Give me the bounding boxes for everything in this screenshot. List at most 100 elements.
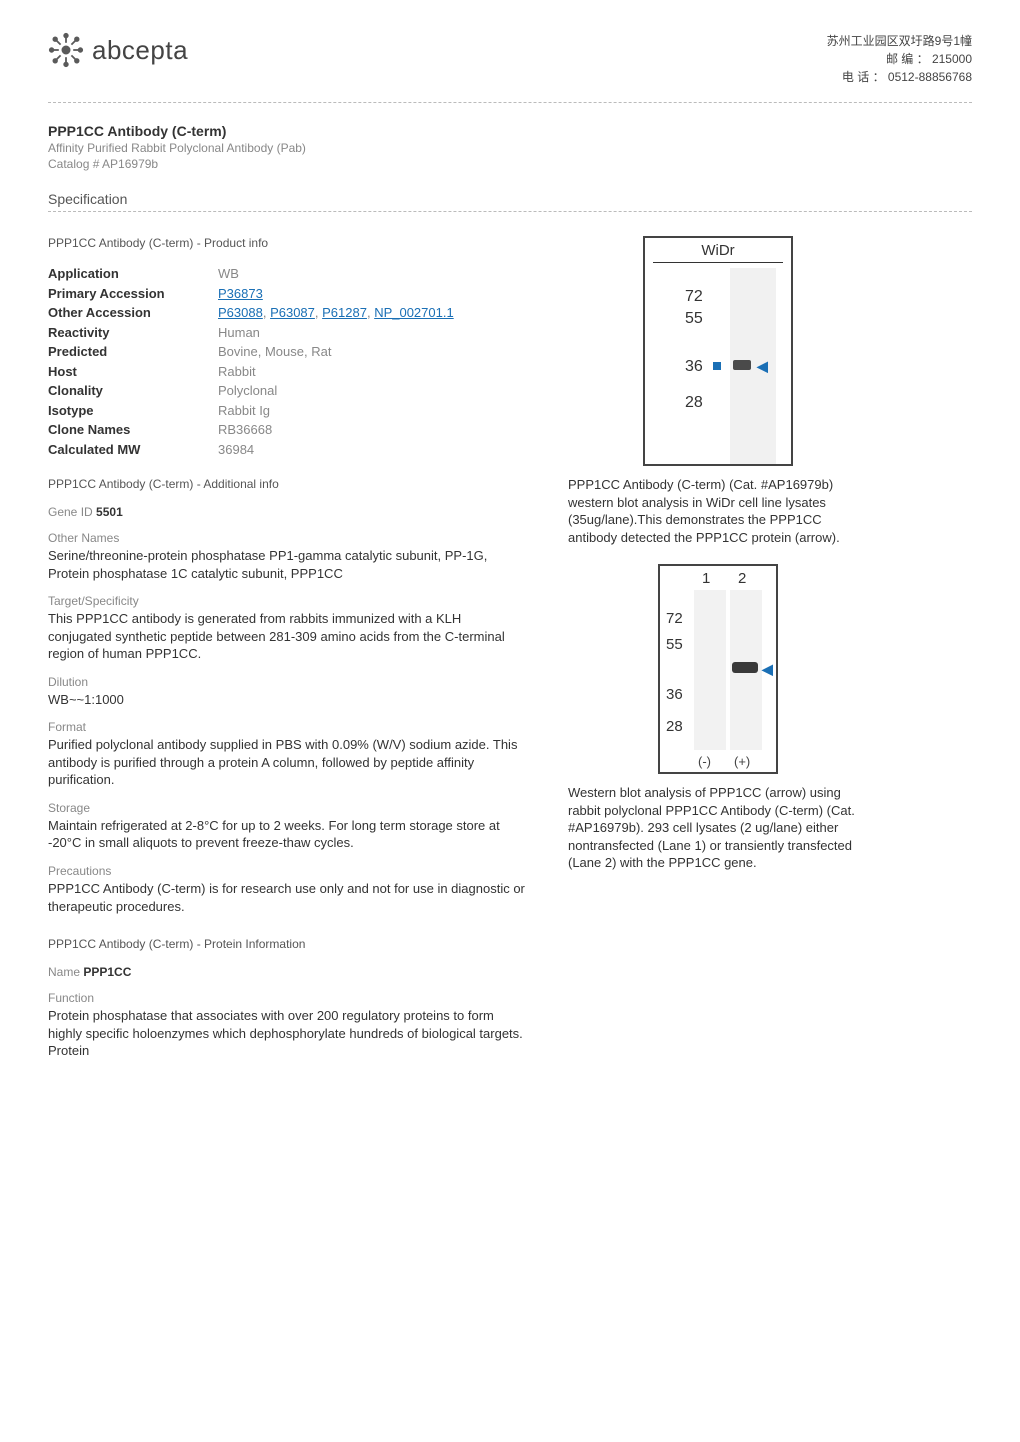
logo-text: abcepta (92, 35, 188, 66)
page-header: abcepta 苏州工业园区双圩路9号1幢 邮 编 ： 215000 电 话 ：… (48, 32, 972, 86)
column-label: 2 (738, 570, 746, 587)
company-line: 苏州工业园区双圩路9号1幢 (827, 32, 972, 50)
kv-key: Isotype (48, 401, 218, 421)
figure-1-box: WiDr 72 55 36 28 ◀ (643, 236, 793, 466)
storage-value: Maintain refrigerated at 2-8°C for up to… (48, 817, 528, 852)
format-value: Purified polyclonal antibody supplied in… (48, 736, 528, 789)
mw-label: 36 (666, 686, 683, 703)
company-line: 电 话 ： 0512-88856768 (827, 68, 972, 86)
block-title-additional: PPP1CC Antibody (C-term) - Additional in… (48, 477, 528, 491)
blot-band (732, 662, 758, 673)
format-label: Format (48, 720, 528, 734)
kv-value: P63088, P63087, P61287, NP_002701.1 (218, 303, 528, 323)
mw-label: 55 (685, 310, 703, 328)
logo-icon (48, 32, 84, 68)
kv-key: Clonality (48, 381, 218, 401)
product-subtitle: Affinity Purified Rabbit Polyclonal Anti… (48, 141, 972, 155)
figure-1-header-line (653, 262, 783, 263)
kv-row: HostRabbit (48, 362, 528, 382)
accession-link[interactable]: P36873 (218, 286, 263, 301)
figure-1-header: WiDr (645, 242, 791, 259)
mw-label: 72 (666, 610, 683, 627)
block-title-product-info: PPP1CC Antibody (C-term) - Product info (48, 236, 528, 250)
kv-key: Clone Names (48, 420, 218, 440)
kv-row: Calculated MW36984 (48, 440, 528, 460)
figure-2-box: 1 2 72 55 36 28 ◀ (-) (+) (658, 564, 778, 774)
right-column: WiDr 72 55 36 28 ◀ PPP1CC Antibody (C-term) … (568, 236, 868, 1060)
dilution-label: Dilution (48, 675, 528, 689)
arrow-icon: ◀ (757, 358, 768, 375)
mw-label: 55 (666, 636, 683, 653)
gene-id-value: 5501 (96, 505, 123, 519)
gene-id-label-text: Gene ID (48, 505, 93, 519)
kv-value: Bovine, Mouse, Rat (218, 342, 528, 362)
kv-row: PredictedBovine, Mouse, Rat (48, 342, 528, 362)
function-label: Function (48, 991, 528, 1005)
target-value: This PPP1CC antibody is generated from r… (48, 610, 528, 663)
kv-key: Predicted (48, 342, 218, 362)
dilution-value: WB~~1:1000 (48, 691, 528, 709)
kv-value: WB (218, 264, 528, 284)
other-names-value: Serine/threonine-protein phosphatase PP1… (48, 547, 528, 582)
main-columns: PPP1CC Antibody (C-term) - Product info … (48, 236, 972, 1060)
accession-link[interactable]: P63087 (270, 305, 315, 320)
kv-row: IsotypeRabbit Ig (48, 401, 528, 421)
lane-footer-label: (-) (698, 754, 711, 769)
mw-label: 28 (666, 718, 683, 735)
kv-value: Rabbit Ig (218, 401, 528, 421)
kv-value: Rabbit (218, 362, 528, 382)
kv-row: ReactivityHuman (48, 323, 528, 343)
precautions-label: Precautions (48, 864, 528, 878)
figure-1: WiDr 72 55 36 28 ◀ PPP1CC Antibody (C-term) … (568, 236, 868, 546)
mw-label: 36 (685, 358, 703, 376)
kv-row: Clone NamesRB36668 (48, 420, 528, 440)
kv-row: ApplicationWB (48, 264, 528, 284)
function-value: Protein phosphatase that associates with… (48, 1007, 528, 1060)
section-heading: Specification (48, 191, 972, 207)
name-label-text: Name (48, 965, 80, 979)
kv-key: Host (48, 362, 218, 382)
precautions-value: PPP1CC Antibody (C-term) is for research… (48, 880, 528, 915)
kv-value: RB36668 (218, 420, 528, 440)
accession-link[interactable]: P63088 (218, 305, 263, 320)
kv-key: Calculated MW (48, 440, 218, 460)
logo: abcepta (48, 32, 188, 68)
product-title: PPP1CC Antibody (C-term) (48, 123, 972, 139)
kv-key: Reactivity (48, 323, 218, 343)
protein-name-value: PPP1CC (83, 965, 131, 979)
left-column: PPP1CC Antibody (C-term) - Product info … (48, 236, 528, 1060)
figure-2-caption: Western blot analysis of PPP1CC (arrow) … (568, 784, 868, 872)
gene-id-label: Gene ID 5501 (48, 505, 528, 519)
kv-row: ClonalityPolyclonal (48, 381, 528, 401)
lane-footer-label: (+) (734, 754, 750, 769)
accession-link[interactable]: P61287 (322, 305, 367, 320)
mw-label: 28 (685, 394, 703, 412)
mw-label: 72 (685, 288, 703, 306)
arrow-icon: ◀ (762, 661, 773, 678)
kv-row: Other AccessionP63088, P63087, P61287, N… (48, 303, 528, 323)
blot-lane (694, 590, 726, 750)
company-info: 苏州工业园区双圩路9号1幢 邮 编 ： 215000 电 话 ： 0512-88… (827, 32, 972, 86)
kv-key: Primary Accession (48, 284, 218, 304)
storage-label: Storage (48, 801, 528, 815)
kv-value: Human (218, 323, 528, 343)
kv-key: Other Accession (48, 303, 218, 323)
kv-key: Application (48, 264, 218, 284)
block-title-protein: PPP1CC Antibody (C-term) - Protein Infor… (48, 937, 528, 951)
figure-1-caption: PPP1CC Antibody (C-term) (Cat. #AP16979b… (568, 476, 868, 546)
accession-link[interactable]: NP_002701.1 (374, 305, 454, 320)
header-divider (48, 102, 972, 103)
other-names-label: Other Names (48, 531, 528, 545)
kv-row: Primary AccessionP36873 (48, 284, 528, 304)
blot-band (733, 360, 751, 370)
kv-value: Polyclonal (218, 381, 528, 401)
figure-2: 1 2 72 55 36 28 ◀ (-) (+) Western blot analysis … (568, 564, 868, 872)
company-line: 邮 编 ： 215000 (827, 50, 972, 68)
kv-value: 36984 (218, 440, 528, 460)
kv-value: P36873 (218, 284, 528, 304)
product-info-table: ApplicationWBPrimary AccessionP36873Othe… (48, 264, 528, 459)
column-label: 1 (702, 570, 710, 587)
page: abcepta 苏州工业园区双圩路9号1幢 邮 编 ： 215000 电 话 ：… (0, 0, 1020, 1092)
protein-name-label: Name PPP1CC (48, 965, 528, 979)
target-label: Target/Specificity (48, 594, 528, 608)
